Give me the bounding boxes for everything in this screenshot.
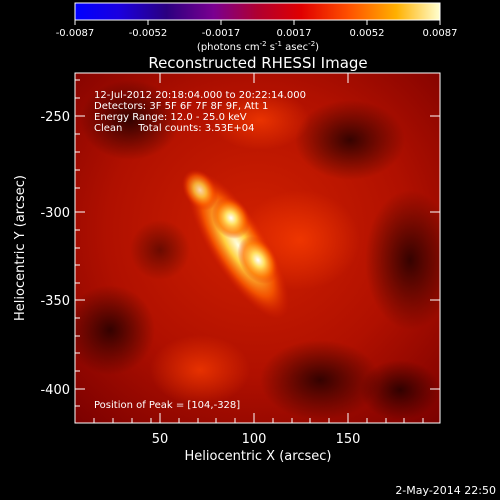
annotation-detectors: Detectors: 3F 5F 6F 7F 8F 9F, Att 1 — [94, 101, 268, 112]
colorbar-tick-label: 0.0052 — [350, 28, 385, 39]
annotation-energy-range: Energy Range: 12.0 - 25.0 keV — [94, 112, 247, 123]
colorbar-tick-label: -0.0017 — [202, 28, 241, 39]
y-tick-label: -350 — [40, 294, 70, 309]
colorbar-tick-label: 0.0087 — [423, 28, 458, 39]
image-title: Reconstructed RHESSI Image — [148, 54, 367, 72]
colorbar-tick-label: -0.0087 — [56, 28, 95, 39]
peak-position-label: Position of Peak = [104,-328] — [94, 400, 240, 411]
y-tick-label: -300 — [40, 206, 70, 221]
y-tick-label: -250 — [40, 110, 70, 125]
footer-date: 2-May-2014 22:50 — [395, 484, 496, 497]
axis-ticks — [75, 73, 440, 423]
y-tick-label: -400 — [40, 383, 70, 398]
x-axis-label: Heliocentric X (arcsec) — [185, 449, 332, 464]
x-tick-label: 150 — [336, 432, 361, 447]
colorbar-unit-label: (photons cm-2 s-1 asec-2) — [197, 40, 319, 53]
colorbar-tick-label: 0.0017 — [277, 28, 312, 39]
x-tick-label: 100 — [242, 432, 267, 447]
rhessi-image — [75, 73, 440, 423]
colorbar — [74, 2, 441, 21]
x-tick-label: 50 — [152, 432, 169, 447]
annotation-clean-counts: Clean Total counts: 3.53E+04 — [94, 123, 254, 134]
colorbar-ticks — [74, 20, 441, 25]
colorbar-tick-label: -0.0052 — [129, 28, 168, 39]
annotation-time-range: 12-Jul-2012 20:18:04.000 to 20:22:14.000 — [94, 90, 306, 101]
y-axis-label: Heliocentric Y (arcsec) — [13, 175, 28, 321]
